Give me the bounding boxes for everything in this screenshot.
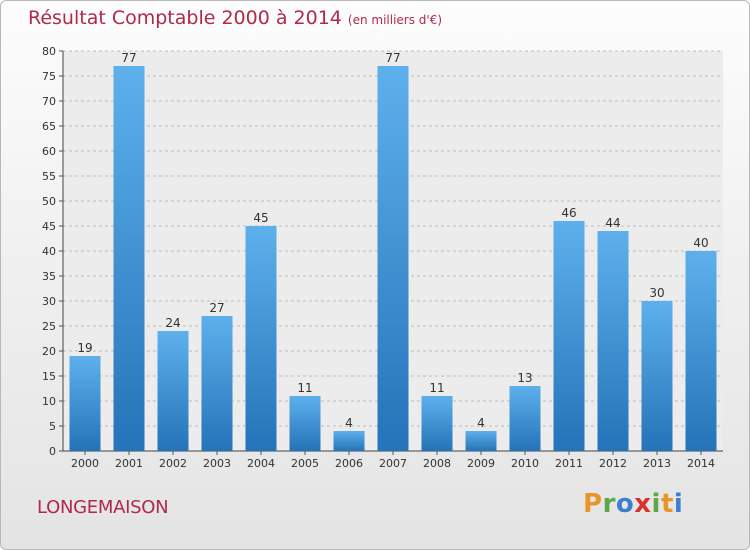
y-tick-label: 60 [42,145,56,158]
data-label-2002: 24 [165,316,180,330]
bar-2012 [597,231,629,451]
y-tick-label: 0 [49,445,56,458]
data-label-2004: 45 [253,211,268,225]
y-tick-label: 55 [42,170,56,183]
bar-2009 [465,431,497,451]
bar-2001 [113,66,145,451]
data-label-2005: 11 [297,381,312,395]
bar-2004 [245,226,277,451]
bar-2014 [685,251,717,451]
y-tick-label: 30 [42,295,56,308]
logo-letter: i [673,489,684,519]
x-tick-label-2009: 2009 [467,457,495,470]
x-tick-label-2007: 2007 [379,457,407,470]
x-tick-label-2005: 2005 [291,457,319,470]
y-tick-label: 15 [42,370,56,383]
y-tick-label: 40 [42,245,56,258]
bar-2005 [289,396,321,451]
bar-2010 [509,386,541,451]
y-tick-label: 20 [42,345,56,358]
data-label-2009: 4 [477,416,485,430]
logo-letter: x [634,489,652,519]
data-label-2011: 46 [561,206,576,220]
bar-2013 [641,301,673,451]
bar-2000 [69,356,101,451]
bar-2006 [333,431,365,451]
data-label-2014: 40 [693,236,708,250]
data-label-2013: 30 [649,286,664,300]
x-tick-label-2001: 2001 [115,457,143,470]
y-tick-label: 80 [42,45,56,58]
x-tick-label-2011: 2011 [555,457,583,470]
proxiti-logo: Proxiti [583,489,683,519]
logo-letter: i [651,489,661,519]
chart-title: Résultat Comptable 2000 à 2014 (en millie… [28,7,442,29]
data-label-2003: 27 [209,301,224,315]
data-label-2000: 19 [77,341,92,355]
data-label-2008: 11 [429,381,444,395]
chart-subtitle: (en milliers d'€) [347,13,443,27]
logo-letter: o [615,489,635,519]
y-tick-label: 50 [42,195,56,208]
y-tick-label: 45 [42,220,56,233]
data-label-2001: 77 [121,51,136,65]
y-tick-label: 70 [42,95,56,108]
bar-2008 [421,396,453,451]
bar-2007 [377,66,409,451]
town-name: LONGEMAISON [37,497,169,518]
x-tick-label-2013: 2013 [643,457,671,470]
y-tick-label: 5 [49,420,56,433]
x-tick-label-2014: 2014 [687,457,715,470]
bar-2003 [201,316,233,451]
x-tick-label-2003: 2003 [203,457,231,470]
x-tick-label-2012: 2012 [599,457,627,470]
x-tick-label-2000: 2000 [71,457,99,470]
logo-letter: r [602,489,616,519]
x-tick-label-2006: 2006 [335,457,363,470]
x-tick-label-2002: 2002 [159,457,187,470]
y-tick-label: 65 [42,120,56,133]
x-tick-label-2004: 2004 [247,457,275,470]
x-tick-label-2008: 2008 [423,457,451,470]
y-tick-label: 75 [42,70,56,83]
data-label-2010: 13 [517,371,532,385]
data-label-2007: 77 [385,51,400,65]
data-label-2006: 4 [345,416,353,430]
y-tick-label: 25 [42,320,56,333]
y-tick-label: 10 [42,395,56,408]
chart-title-text: Résultat Comptable 2000 à 2014 [28,7,342,29]
data-label-2012: 44 [605,216,620,230]
y-tick-label: 35 [42,270,56,283]
bar-2002 [157,331,189,451]
x-tick-label-2010: 2010 [511,457,539,470]
logo-letter: t [660,489,674,519]
logo-letter: P [583,489,603,519]
bar-2011 [553,221,585,451]
